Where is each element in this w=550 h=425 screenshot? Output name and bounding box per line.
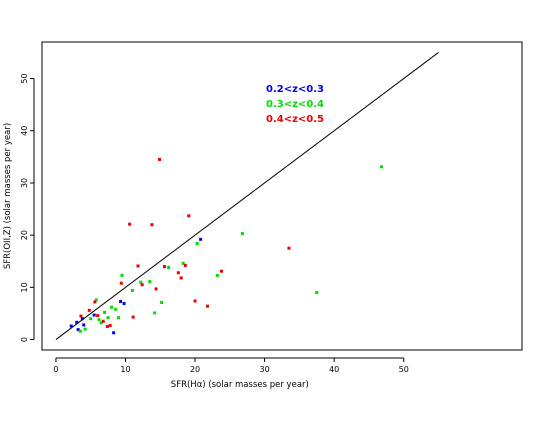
data-point-series-3: [219, 269, 223, 273]
y-tick-label: 0: [20, 337, 29, 342]
y-tick-label: 20: [20, 230, 29, 240]
data-point-series-2: [153, 311, 157, 315]
data-point-series-2: [120, 273, 124, 277]
data-point-series-1: [92, 313, 96, 317]
data-point-series-1: [112, 331, 116, 335]
data-point-series-1: [80, 317, 84, 321]
data-point-series-1: [119, 299, 123, 303]
data-point-series-2: [167, 266, 171, 270]
data-point-series-1: [75, 320, 79, 324]
data-point-series-3: [162, 264, 166, 268]
data-point-series-3: [154, 287, 158, 291]
data-point-series-2: [139, 280, 143, 284]
data-point-series-3: [206, 304, 210, 308]
data-point-series-3: [87, 308, 91, 312]
data-point-series-1: [122, 302, 126, 306]
data-point-series-1: [69, 324, 73, 328]
legend-entry: 0.4<z<0.5: [266, 114, 324, 125]
x-tick-label: 20: [190, 365, 200, 374]
data-point-series-1: [199, 237, 203, 241]
data-point-series-2: [181, 261, 185, 265]
data-point-series-1: [76, 328, 80, 332]
legend-entry: 0.2<z<0.3: [266, 84, 324, 95]
data-point-series-2: [117, 316, 121, 320]
data-point-series-3: [136, 264, 140, 268]
data-point-series-2: [78, 329, 82, 333]
data-point-series-3: [96, 314, 100, 318]
data-point-series-3: [150, 223, 154, 227]
x-tick-label: 30: [260, 365, 270, 374]
data-point-series-3: [179, 276, 183, 280]
data-point-series-3: [128, 222, 132, 226]
y-tick-label: 40: [20, 126, 29, 136]
data-point-series-2: [315, 291, 319, 295]
data-point-series-2: [97, 318, 101, 322]
data-point-series-2: [106, 316, 110, 320]
data-point-series-2: [110, 305, 114, 309]
legend: 0.2<z<0.3 0.3<z<0.4 0.4<z<0.5: [266, 84, 324, 125]
x-tick-label: 50: [399, 365, 409, 374]
y-tick-label: 30: [20, 178, 29, 188]
data-point-series-1: [82, 323, 86, 327]
data-point-series-3: [140, 283, 144, 287]
x-tick-label: 0: [53, 365, 58, 374]
x-axis-title: SFR(Hα) (solar masses per year): [171, 380, 309, 390]
data-point-series-2: [130, 288, 134, 292]
data-point-series-2: [114, 307, 118, 311]
y-tick-label: 50: [20, 73, 29, 83]
data-point-series-3: [176, 271, 180, 275]
data-point-series-3: [93, 300, 97, 304]
data-point-series-3: [193, 299, 197, 303]
plot-frame: [41, 41, 523, 351]
data-points: [69, 157, 383, 335]
y-axis: 0 10 20 30 40 50: [20, 73, 35, 342]
data-point-series-3: [108, 323, 112, 327]
data-point-series-3: [131, 315, 135, 319]
legend-entry: 0.3<z<0.4: [266, 99, 324, 110]
data-point-series-2: [148, 280, 152, 284]
one-to-one-reference-line: [55, 52, 439, 340]
data-point-series-2: [215, 273, 219, 277]
data-point-series-2: [240, 232, 244, 236]
x-tick-label: 40: [329, 365, 339, 374]
data-point-series-3: [187, 214, 191, 218]
y-tick-label: 10: [20, 282, 29, 292]
data-point-series-3: [101, 319, 105, 323]
y-axis-title: SFR(OII,Z) (solar masses per year): [3, 123, 13, 269]
data-point-series-2: [379, 165, 383, 169]
data-point-series-3: [158, 157, 162, 161]
data-point-series-2: [103, 310, 107, 314]
x-axis: 0 10 20 30 40 50: [53, 357, 409, 374]
data-point-series-2: [89, 317, 93, 321]
data-point-series-2: [160, 300, 164, 304]
data-point-series-2: [195, 242, 199, 246]
data-point-series-3: [79, 314, 83, 318]
x-tick-label: 10: [120, 365, 130, 374]
data-point-series-2: [94, 298, 98, 302]
data-point-series-3: [287, 246, 291, 250]
data-point-series-2: [99, 321, 103, 325]
data-point-series-2: [83, 327, 87, 331]
data-point-series-3: [183, 263, 187, 267]
data-point-series-3: [105, 325, 109, 329]
data-point-series-3: [119, 281, 123, 285]
